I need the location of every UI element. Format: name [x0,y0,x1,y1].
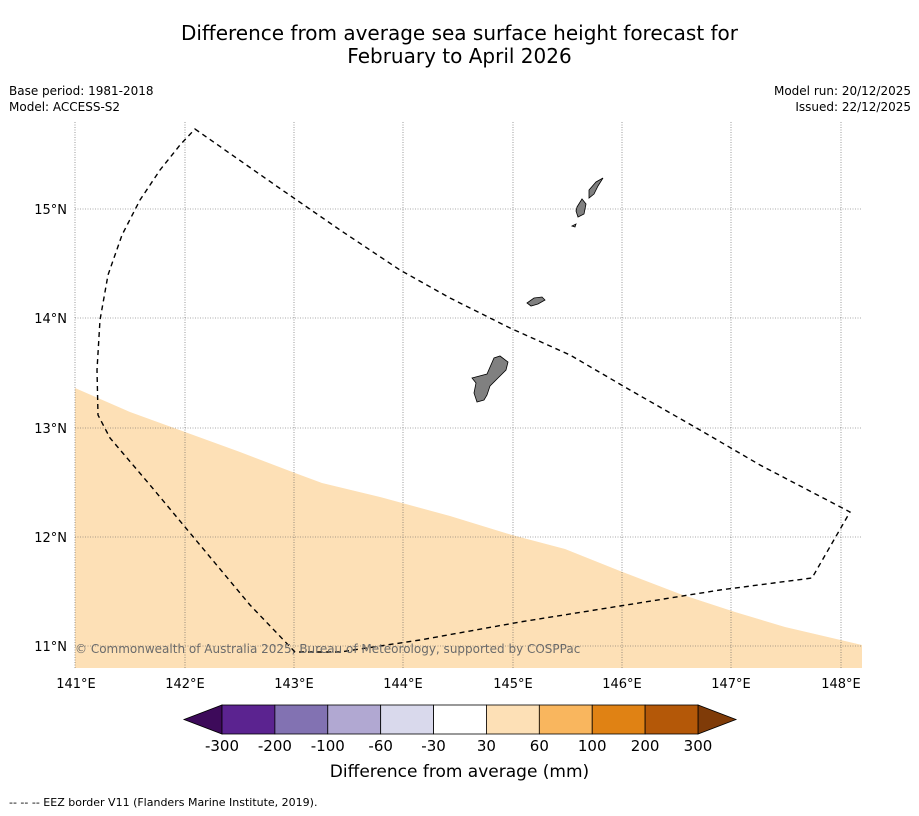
island-tinian [575,198,587,218]
island-rota [526,296,546,307]
lon-labels: 141°E 142°E 143°E 144°E 145°E 146°E 147°… [56,677,861,692]
lat-label: 11°N [34,640,67,655]
eez-border [96,128,851,653]
island-saipan [588,177,604,199]
lat-label: 12°N [34,531,67,546]
colorbar-segment [644,704,699,735]
meta-right: Model run: 20/12/2025 Issued: 22/12/2025 [774,83,911,115]
lon-label: 142°E [165,677,205,692]
lat-label: 15°N [34,203,67,218]
gridlines [74,122,862,668]
colorbar-tick-label: 30 [477,737,496,755]
colorbar-tick-label: -30 [421,737,446,755]
meta-left: Base period: 1981-2018 Model: ACCESS-S2 [9,83,154,115]
land [471,177,604,403]
lon-label: 143°E [274,677,314,692]
title-line-1: Difference from average sea surface heig… [180,21,739,45]
copyright-text: © Commonwealth of Australia 2025, Bureau… [75,642,580,656]
colorbar-title: Difference from average (mm) [329,762,590,782]
colorbar-max-arrow [697,704,738,735]
lon-label: 144°E [383,677,423,692]
colorbar-segment [327,704,382,735]
colorbar-segment [221,704,276,735]
colorbar-min-arrow [182,704,223,735]
lat-labels: 15°N 14°N 13°N 12°N 11°N [34,203,67,655]
map-title: Difference from average sea surface heig… [0,22,919,68]
lon-label: 147°E [711,677,751,692]
colorbar-segment [433,704,487,735]
colorbar: -300 -200 -100 -60 -30 30 60 100 200 300 [182,704,738,755]
lon-label: 141°E [56,677,96,692]
colorbar-segment [486,704,540,735]
colorbar-tick-label: -300 [205,737,239,755]
lat-label: 13°N [34,422,67,437]
lon-label: 146°E [602,677,642,692]
eez-footnote: -- -- -- EEZ border V11 (Flanders Marine… [9,796,318,809]
issued-date: Issued: 22/12/2025 [795,100,911,114]
title-line-2: February to April 2026 [347,44,572,68]
colorbar-tick-label: 200 [631,737,660,755]
colorbar-tick-label: -60 [368,737,393,755]
lon-label: 148°E [821,677,861,692]
colorbar-segment [591,704,646,735]
island-aguijan [570,223,577,228]
anomaly-shading [75,388,862,668]
colorbar-tick-label: -200 [258,737,292,755]
model-name: Model: ACCESS-S2 [9,100,121,114]
colorbar-tick-label: 300 [684,737,713,755]
colorbar-segment [274,704,329,735]
colorbar-tick-label: 60 [530,737,549,755]
colorbar-tick-label: -100 [311,737,345,755]
lat-label: 14°N [34,312,67,327]
island-guam [471,355,509,403]
lon-label: 145°E [493,677,533,692]
colorbar-segment [538,704,593,735]
colorbar-segment [380,704,434,735]
colorbar-tick-label: 100 [578,737,607,755]
model-run: Model run: 20/12/2025 [773,84,911,98]
base-period: Base period: 1981-2018 [9,84,154,98]
